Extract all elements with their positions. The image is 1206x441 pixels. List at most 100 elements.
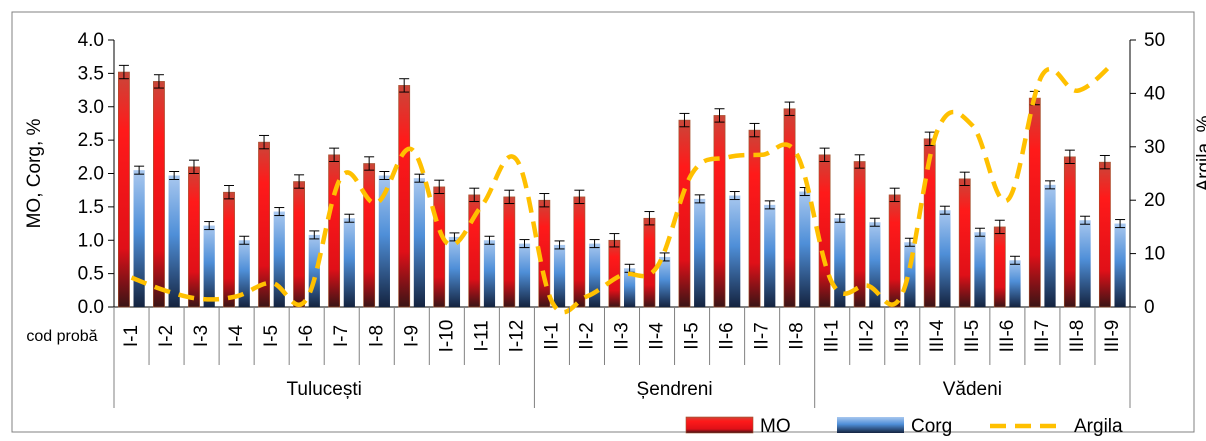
mo-bar xyxy=(1028,97,1041,308)
corg-bar xyxy=(974,232,986,307)
right-tick-label: 50 xyxy=(1144,30,1165,51)
corg-bar xyxy=(1009,260,1021,307)
category-label: III-1 xyxy=(822,320,843,353)
corg-bar xyxy=(624,268,636,307)
left-tick-label: 0.5 xyxy=(78,264,104,285)
mo-bar xyxy=(503,196,516,308)
category-label: I-4 xyxy=(226,324,247,347)
mo-bar xyxy=(433,186,446,308)
right-tick-label: 30 xyxy=(1144,137,1165,158)
category-label: I-11 xyxy=(471,320,492,351)
category-label: I-5 xyxy=(261,325,282,347)
category-label: II-1 xyxy=(541,322,562,349)
mo-bar xyxy=(223,191,235,308)
corg-bar xyxy=(694,198,706,307)
mo-bar xyxy=(1063,156,1076,308)
mo-bar xyxy=(1098,161,1111,308)
category-label: I-1 xyxy=(121,325,142,347)
left-tick-label: 4.0 xyxy=(78,30,104,51)
corg-bar xyxy=(518,243,531,307)
category-label: I-6 xyxy=(296,325,317,347)
right-tick-label: 40 xyxy=(1144,83,1165,104)
left-tick-label: 2.5 xyxy=(78,130,104,151)
mo-bar xyxy=(713,115,726,308)
legend-mo-swatch xyxy=(685,416,754,434)
corg-bar xyxy=(799,191,811,307)
category-label: I-10 xyxy=(436,320,457,353)
corg-bar xyxy=(764,204,776,307)
category-label: III-6 xyxy=(997,320,1018,353)
right-tick-label: 0 xyxy=(1144,297,1155,318)
category-label: II-6 xyxy=(717,322,738,349)
legend-corg-swatch xyxy=(837,417,904,433)
mo-bar xyxy=(118,71,130,308)
corg-bar xyxy=(238,240,250,307)
mo-bar xyxy=(608,239,621,308)
category-label: II-7 xyxy=(752,322,773,349)
category-label: III-3 xyxy=(892,320,913,353)
legend-mo-label: MO xyxy=(760,416,791,436)
corg-bar xyxy=(869,222,881,307)
mo-bar xyxy=(643,217,656,308)
legend-argila-label: Argila xyxy=(1074,416,1123,436)
left-tick-label: 1.0 xyxy=(78,230,104,251)
category-label: I-7 xyxy=(331,325,352,347)
legend-corg-label: Corg xyxy=(911,416,952,436)
left-tick-label: 3.5 xyxy=(78,63,104,84)
group-label: Vădeni xyxy=(943,379,1002,400)
mo-bar xyxy=(818,154,831,308)
category-label: III-8 xyxy=(1067,320,1088,353)
mo-bar xyxy=(328,154,341,308)
right-tick-label: 20 xyxy=(1144,190,1165,211)
mo-bar xyxy=(853,161,866,308)
corg-bar xyxy=(133,170,145,307)
corg-bar xyxy=(659,256,671,307)
left-tick-label: 3.0 xyxy=(78,97,104,118)
mo-bar xyxy=(993,226,1006,308)
corg-bar xyxy=(939,210,951,307)
left-tick-label: 1.5 xyxy=(78,197,104,218)
corg-bar xyxy=(343,218,355,307)
right-axis-title: Argila, % xyxy=(1194,115,1206,191)
category-label: II-4 xyxy=(647,322,668,350)
right-tick-label: 10 xyxy=(1144,244,1165,265)
chart-border xyxy=(11,11,1195,433)
category-label: III-4 xyxy=(927,319,948,352)
category-label: II-8 xyxy=(787,322,808,349)
category-label: III-2 xyxy=(857,320,878,353)
category-label: III-5 xyxy=(962,320,983,353)
corg-bar xyxy=(1044,184,1056,307)
corg-bar xyxy=(904,242,916,307)
category-label: I-2 xyxy=(156,325,177,347)
corg-bar xyxy=(168,175,180,307)
corg-bar xyxy=(203,225,215,307)
mo-bar xyxy=(188,166,200,308)
corg-bar xyxy=(1079,220,1091,307)
corg-bar xyxy=(273,211,285,307)
mo-bar xyxy=(153,81,165,308)
corg-bar xyxy=(483,240,496,307)
corg-bar xyxy=(553,244,566,307)
corg-bar xyxy=(448,236,461,307)
category-label: II-2 xyxy=(576,322,597,349)
category-label: I-3 xyxy=(191,325,212,347)
mo-bar xyxy=(573,196,586,308)
category-label: III-7 xyxy=(1032,320,1053,353)
mo-bar xyxy=(363,163,376,308)
corg-bar xyxy=(834,218,846,307)
left-axis-title: MO, Corg, % xyxy=(24,119,45,229)
row-label: cod probă xyxy=(26,328,97,345)
group-label: Șendreni xyxy=(637,379,713,400)
mo-bar xyxy=(398,85,411,308)
mo-bar xyxy=(888,194,901,308)
mo-bar xyxy=(293,181,305,308)
mo-bar xyxy=(783,108,796,308)
mo-bar xyxy=(958,178,971,308)
left-tick-label: 2.0 xyxy=(78,164,104,185)
category-label: I-8 xyxy=(366,325,387,347)
left-tick-label: 0.0 xyxy=(78,297,104,318)
corg-bar xyxy=(729,195,741,307)
category-label: III-9 xyxy=(1102,320,1123,353)
